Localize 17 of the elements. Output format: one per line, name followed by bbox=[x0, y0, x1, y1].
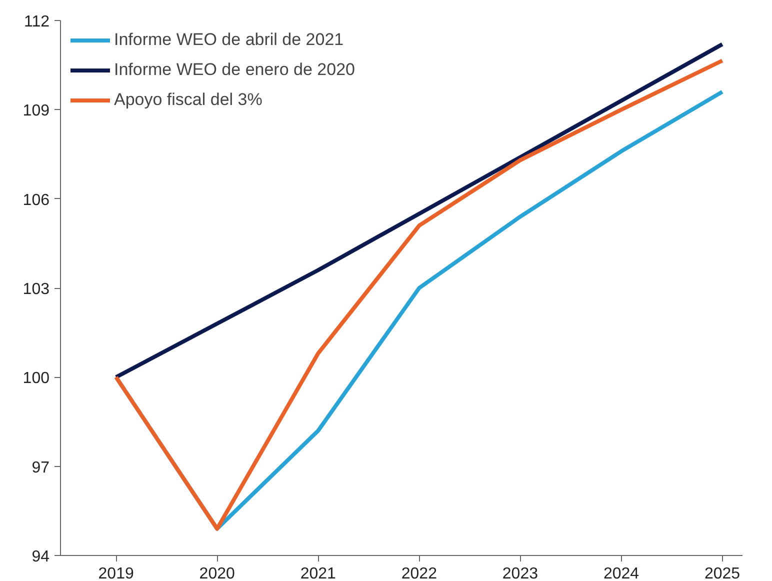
x-tick-label: 2023 bbox=[502, 566, 538, 581]
x-tick-label: 2025 bbox=[704, 566, 740, 581]
y-tick-label: 109 bbox=[22, 102, 50, 120]
x-tick-label: 2021 bbox=[300, 566, 336, 581]
x-tick-label: 2022 bbox=[401, 566, 438, 581]
y-tick-label: 112 bbox=[24, 14, 50, 30]
y-tick-label: 106 bbox=[22, 192, 50, 209]
x-tick-label: 2020 bbox=[199, 566, 236, 581]
legend-label: Informe WEO de enero de 2020 bbox=[114, 60, 355, 80]
y-tick-label: 100 bbox=[22, 370, 50, 388]
legend-label: Informe WEO de abril de 2021 bbox=[114, 30, 344, 50]
y-tick-label: 94 bbox=[32, 548, 50, 566]
x-tick-label: 2019 bbox=[98, 566, 134, 581]
y-tick-label: 97 bbox=[32, 459, 50, 476]
legend-label: Apoyo fiscal del 3% bbox=[114, 90, 262, 110]
x-tick-label: 2024 bbox=[603, 566, 640, 581]
y-tick-label: 103 bbox=[22, 281, 50, 298]
